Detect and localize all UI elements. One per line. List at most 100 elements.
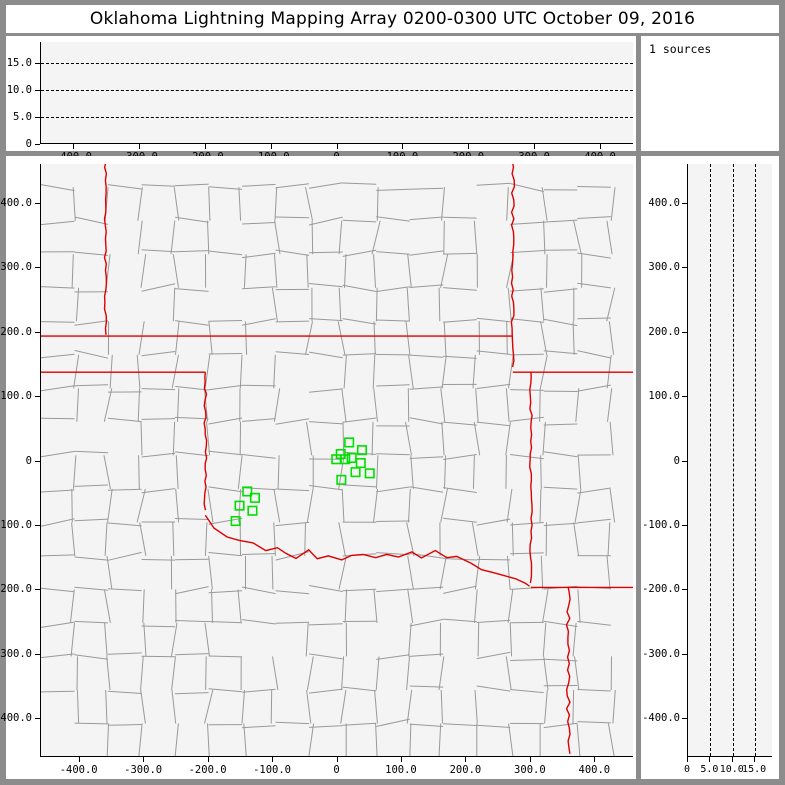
county-boundary <box>174 723 179 756</box>
county-boundary <box>136 488 146 523</box>
county-boundary <box>606 555 611 590</box>
lightning-source-marker[interactable] <box>346 452 357 464</box>
lightning-source-marker[interactable] <box>344 437 355 448</box>
county-boundary <box>577 487 611 494</box>
county-boundary <box>510 183 544 193</box>
county-boundary <box>208 486 243 493</box>
x-tick-label: -400.0 <box>59 764 98 776</box>
county-boundary <box>273 522 276 556</box>
county-boundary <box>410 455 414 489</box>
county-boundary <box>208 320 243 322</box>
county-boundary <box>438 287 441 322</box>
lightning-source-marker[interactable] <box>356 445 368 456</box>
county-boundary <box>409 354 444 358</box>
x-tick <box>468 144 470 149</box>
x-tick <box>731 757 733 762</box>
county-boundary <box>342 182 377 185</box>
x-tick <box>336 144 338 149</box>
county-boundary <box>510 288 544 292</box>
county-boundary <box>140 656 144 691</box>
y-tick <box>682 331 687 333</box>
y-tick <box>35 396 40 398</box>
county-boundary <box>107 724 142 726</box>
county-boundary <box>140 421 143 456</box>
county-boundary <box>376 453 410 456</box>
county-boundary <box>41 554 75 557</box>
county-boundary <box>208 552 243 557</box>
height-histogram-panel[interactable]: 400.0 300.0 200.0 100.0 0 -100.0 -200.0 -300.0 -… <box>641 156 779 779</box>
county-boundary <box>175 451 209 457</box>
county-boundary <box>406 287 410 322</box>
county-boundary <box>141 418 176 420</box>
time-height-panel[interactable]: 15.010.05.00-400.0-300.0-200.0-100.00100… <box>6 36 636 163</box>
county-boundary <box>441 421 445 456</box>
county-boundary <box>242 418 276 422</box>
county-boundary <box>510 689 544 694</box>
county-boundary <box>443 321 447 355</box>
height-histogram-plot-area[interactable] <box>687 164 772 757</box>
y-tick-label: -100.0 <box>0 518 32 531</box>
y-tick-label: -400.0 <box>0 712 32 725</box>
lightning-source-marker[interactable] <box>247 505 258 516</box>
county-boundary <box>409 456 444 459</box>
lightning-source-marker[interactable] <box>350 467 361 478</box>
county-boundary <box>76 689 80 724</box>
lightning-source-marker[interactable] <box>336 474 347 485</box>
county-boundary <box>443 421 477 426</box>
county-boundary <box>175 692 209 695</box>
y-tick-label: 10.0 <box>6 84 32 97</box>
county-boundary <box>510 552 544 555</box>
county-boundary <box>476 182 511 186</box>
lightning-source-marker[interactable] <box>242 486 253 497</box>
lightning-source-marker[interactable] <box>340 454 351 465</box>
x-tick-label: 0 <box>683 764 691 775</box>
county-boundary <box>141 488 176 494</box>
lightning-source-marker[interactable] <box>234 500 245 511</box>
county-boundary <box>105 689 108 724</box>
county-boundary <box>239 354 243 389</box>
county-boundary <box>305 622 309 657</box>
county-boundary <box>275 418 310 425</box>
county-boundary <box>409 653 444 657</box>
county-boundary <box>41 489 75 493</box>
y-tick-label: 200.0 <box>648 325 680 338</box>
county-boundary <box>41 220 75 226</box>
county-boundary <box>543 350 578 355</box>
county-boundary <box>577 186 611 188</box>
county-boundary <box>476 518 511 526</box>
lightning-source-marker[interactable] <box>230 515 241 527</box>
county-boundary <box>103 388 113 422</box>
x-tick-label: -100.0 <box>253 764 291 776</box>
county-boundary <box>543 522 578 526</box>
time-height-plot-area[interactable] <box>40 42 633 144</box>
lightning-source-marker[interactable] <box>249 492 260 503</box>
county-boundary <box>543 318 578 327</box>
lightning-source-marker[interactable] <box>355 457 366 469</box>
county-boundary <box>306 656 314 691</box>
county-boundary <box>141 559 176 561</box>
county-boundary <box>511 522 514 556</box>
lightning-source-marker[interactable] <box>364 468 375 479</box>
county-boundary <box>72 187 76 221</box>
county-boundary <box>41 518 75 527</box>
x-tick <box>709 757 711 762</box>
plan-view-map-panel[interactable]: 400.0 300.0 200.0 100.0 0 -100.0 -200.0 -300.0 -… <box>0 156 636 779</box>
county-boundary <box>107 652 142 655</box>
county-boundary <box>305 321 313 355</box>
county-boundary <box>107 488 142 491</box>
county-boundary <box>208 353 243 355</box>
county-boundary <box>543 658 578 662</box>
county-boundary <box>107 184 142 190</box>
county-boundary <box>306 488 314 523</box>
county-boundary <box>309 585 343 592</box>
gridline-x <box>732 164 734 756</box>
y-tick <box>682 524 687 526</box>
county-boundary <box>407 254 412 288</box>
county-boundary <box>175 321 180 355</box>
county-boundary <box>309 653 343 660</box>
county-boundary <box>273 388 281 422</box>
map-plot-area[interactable] <box>40 164 633 757</box>
county-boundary <box>474 589 478 623</box>
county-boundary <box>474 689 478 724</box>
county-boundary <box>141 283 176 292</box>
